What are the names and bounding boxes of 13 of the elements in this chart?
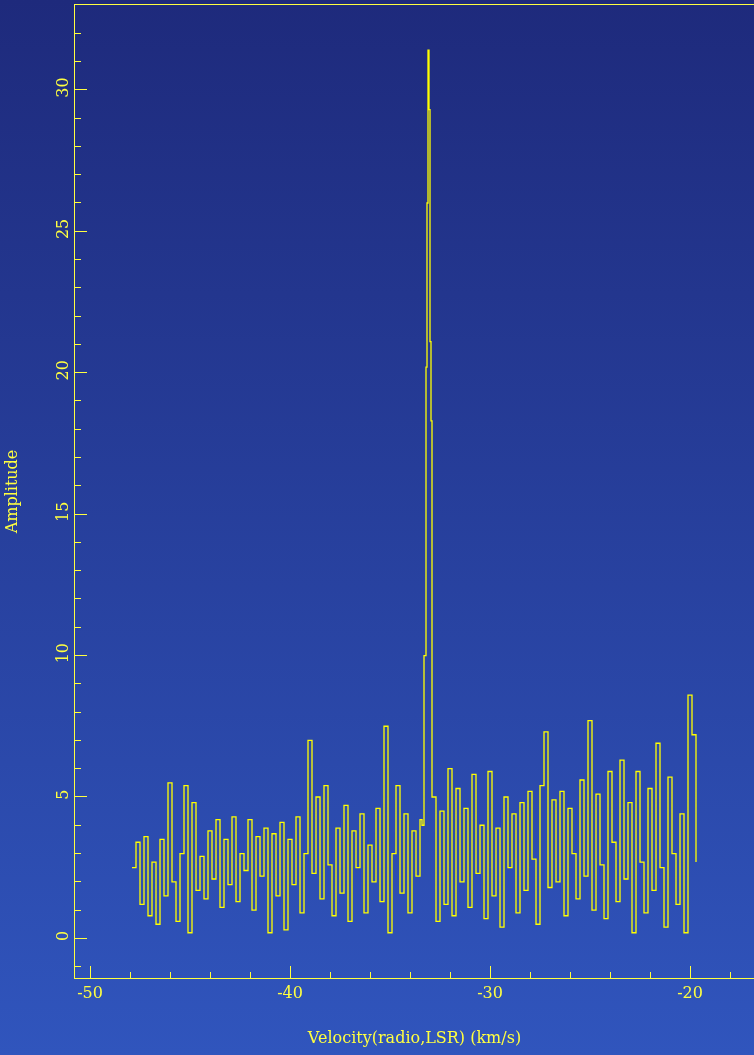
y-tick-label: 0 xyxy=(52,930,72,942)
x-tick-label: -20 xyxy=(677,983,703,1003)
y-tick-label: 5 xyxy=(52,789,72,800)
y-tick-label: 15 xyxy=(52,501,72,522)
x-axis-title: Velocity(radio,LSR) (km/s) xyxy=(306,1027,522,1047)
y-tick-label: 30 xyxy=(52,77,72,98)
y-tick-label: 10 xyxy=(52,642,72,664)
x-tick-label: -30 xyxy=(477,983,503,1003)
y-axis-title: Amplitude xyxy=(2,449,22,535)
y-tick-label: 20 xyxy=(52,360,72,381)
y-tick-label: 25 xyxy=(52,218,72,240)
x-tick-label: -50 xyxy=(77,983,103,1003)
x-tick-label: -40 xyxy=(277,983,303,1003)
